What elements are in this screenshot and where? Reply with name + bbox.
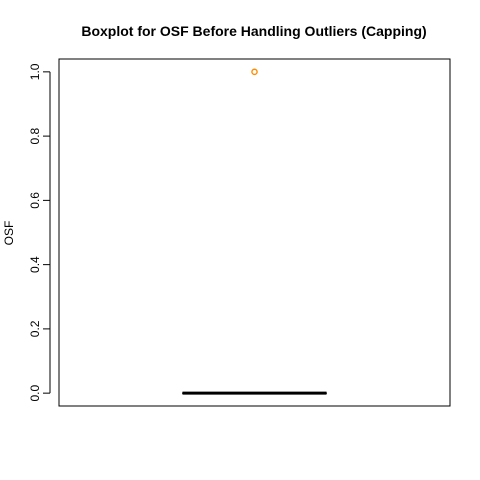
chart-title: Boxplot for OSF Before Handling Outliers… [81, 23, 426, 39]
y-tick-label: 0.0 [28, 384, 42, 401]
y-axis-label: OSF [2, 221, 16, 246]
y-tick-label: 0.6 [28, 192, 42, 209]
outlier-point [251, 68, 258, 76]
y-tick-label: 0.2 [28, 320, 42, 337]
plot-frame [58, 58, 451, 407]
y-axis: 0.0 0.2 0.4 0.6 0.8 1.0 [28, 63, 51, 401]
outlier-group [251, 68, 258, 76]
y-tick-label: 0.8 [28, 127, 42, 144]
y-tick-label: 1.0 [28, 63, 42, 80]
y-tick-label: 0.4 [28, 256, 42, 273]
